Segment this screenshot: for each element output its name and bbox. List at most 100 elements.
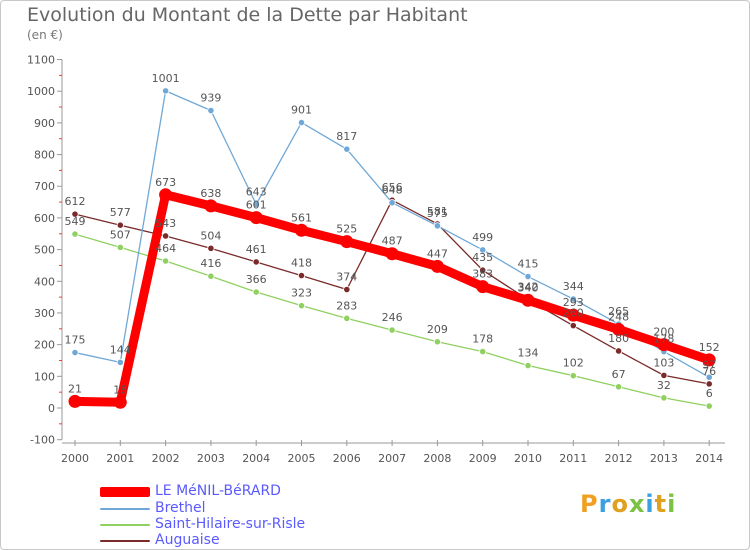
data-label: 374 [336,271,357,284]
data-label: 504 [200,229,221,242]
series-point [702,353,716,367]
legend-swatch [100,524,150,526]
y-tick-label: 1100 [27,54,55,67]
series-point [252,288,260,296]
data-label: 612 [65,195,86,208]
x-tick-label: 2004 [242,452,270,465]
line-chart: -100 0 100 200 300 400 500 600 700 800 900 1000 1100… [27,54,725,465]
y-tick-label: 500 [34,244,55,257]
series-point [116,358,124,366]
data-label: 901 [291,104,312,117]
x-tick-label: 2006 [333,452,361,465]
data-label: 21 [68,382,82,395]
x-tick-label: 2012 [605,452,633,465]
data-label: 18 [113,383,127,396]
series-point [252,200,260,208]
legend-label: LE MéNIL-BéRARD [155,483,281,499]
series-point [252,258,260,266]
data-label: 342 [518,281,539,294]
data-label: 103 [653,356,674,369]
data-label: 97 [702,358,716,371]
series-point [569,322,577,330]
data-label: 575 [427,207,448,220]
series-point [614,347,623,355]
data-label: 283 [336,299,357,312]
data-label: 418 [291,257,312,270]
x-tick-label: 2003 [197,452,225,465]
data-label: 383 [472,268,493,281]
data-label: 939 [200,92,221,105]
legend-swatch [100,487,150,497]
x-tick-label: 2013 [650,452,678,465]
data-label: 144 [110,343,131,356]
proxiti-logo: Proxiti [580,490,677,518]
data-label: 487 [382,235,403,248]
data-label: 152 [699,341,720,354]
series-point [162,257,170,265]
series-point [162,87,170,95]
data-label: 416 [200,257,221,270]
data-label: 246 [382,311,403,324]
series-point [343,314,351,322]
data-label: 648 [382,184,403,197]
series-point [521,293,535,307]
series-point [660,371,668,379]
data-label: 76 [702,365,716,378]
x-tick-label: 2014 [695,452,723,465]
data-label: 415 [518,258,539,271]
data-label: 209 [427,323,448,336]
legend-swatch [100,540,150,542]
series-point [388,326,396,334]
series-point [657,338,671,352]
series-point [297,302,306,310]
series-point [569,295,577,303]
data-label: 817 [336,130,357,143]
data-label: 134 [518,347,539,360]
data-label: 543 [155,217,176,230]
series-point [433,222,441,230]
x-tick-label: 2011 [559,452,587,465]
series-point [68,394,82,408]
data-label: 366 [246,273,267,286]
data-label: 175 [65,334,86,347]
series-point [116,221,124,229]
data-label: 581 [427,205,448,218]
data-label: 673 [155,176,176,189]
data-label: 102 [563,357,584,370]
data-label: 178 [472,333,493,346]
series-point [479,266,487,274]
series-point [343,145,351,153]
data-label: 656 [382,181,403,194]
series-point [207,244,215,252]
data-label: 447 [427,247,448,260]
series-point [159,188,173,202]
legend-label: Saint-Hilaire-sur-Risle [155,516,306,532]
series-point [388,199,396,207]
series-point [71,210,79,218]
x-tick-label: 2008 [423,452,451,465]
series-point [249,211,263,225]
data-label: 323 [291,287,312,300]
series-point [343,285,351,294]
series-point [116,243,124,251]
x-tick-label: 2010 [514,452,542,465]
data-label: 180 [608,332,629,345]
series-point [566,308,580,322]
data-label: 293 [563,296,584,309]
series-point [660,394,668,402]
y-tick-label: 100 [34,370,55,383]
series-point [204,199,218,213]
series-point [705,373,713,381]
series-point [479,348,487,356]
y-tick-label: 1000 [27,85,55,98]
series-point [433,338,441,346]
data-label: 6 [706,387,713,400]
data-label: 344 [563,280,584,293]
x-tick-label: 2000 [61,452,89,465]
series-point [614,383,623,391]
data-label: 577 [110,206,131,219]
series-point [430,259,444,273]
series-point [207,272,215,280]
data-label: 265 [608,305,629,318]
x-tick-label: 2005 [288,452,316,465]
